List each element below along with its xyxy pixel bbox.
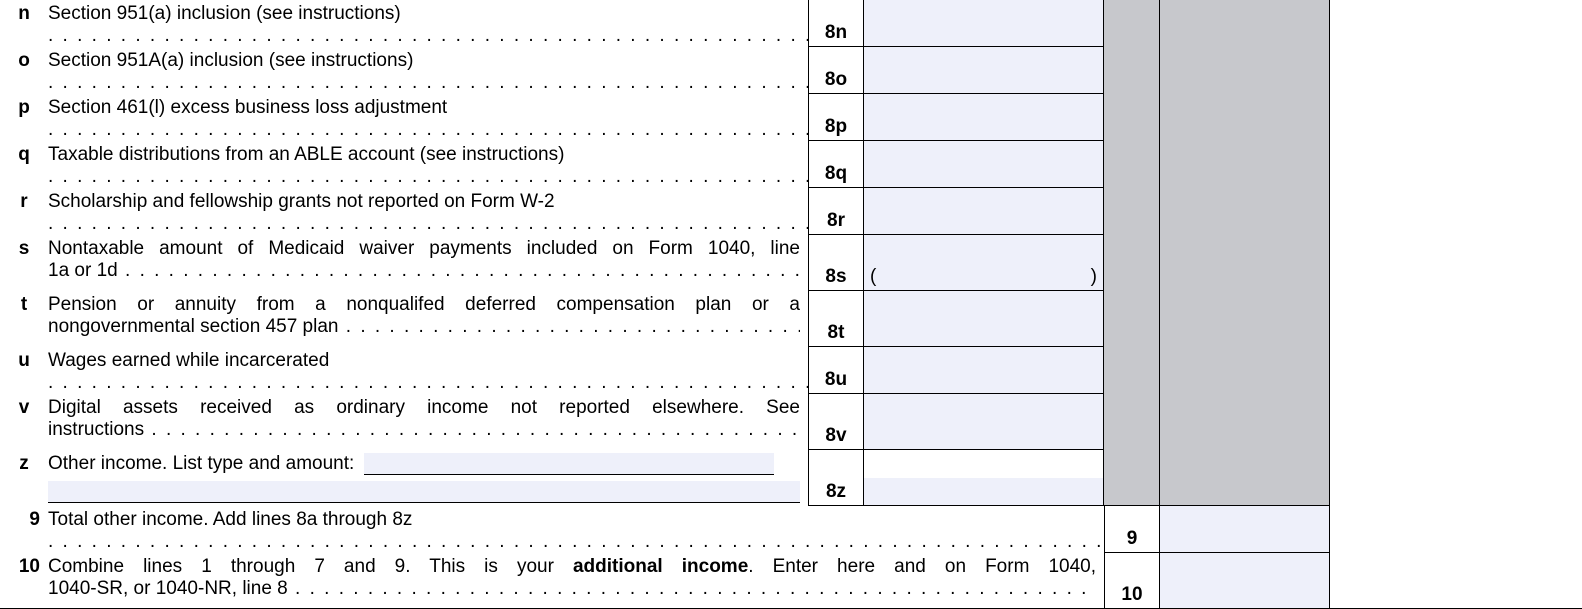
line-description: Taxable distributions from an ABLE accou… (48, 141, 808, 188)
outer-key-gray (1104, 394, 1160, 450)
line-8s: s Nontaxable amount of Medicaid waiver p… (0, 235, 1582, 291)
line-8r: r Scholarship and fellowship grants not … (0, 188, 1582, 235)
line-amount-10[interactable] (1160, 553, 1330, 608)
outer-amount-gray (1160, 141, 1330, 188)
line-8q: q Taxable distributions from an ABLE acc… (0, 141, 1582, 188)
outer-amount-gray (1160, 478, 1330, 506)
line-amount-8z[interactable] (864, 478, 1104, 506)
line-letter: p (0, 94, 48, 141)
line-amount-8t[interactable] (864, 291, 1104, 347)
line-8z-row1: z Other income. List type and amount: (0, 450, 1582, 478)
line-letter: r (0, 188, 48, 235)
outer-amount-gray (1160, 347, 1330, 394)
line-amount-8r[interactable] (864, 188, 1104, 235)
line-8t: t Pension or annuity from a nonqualifed … (0, 291, 1582, 347)
line-description: Section 461(l) excess business loss adju… (48, 94, 808, 141)
outer-key-gray (1104, 478, 1160, 506)
line-key: 8u (808, 347, 864, 394)
line-number: 9 (0, 506, 48, 553)
line-description: Wages earned while incarcerated (48, 347, 808, 394)
paren-left: ( (870, 266, 876, 288)
line-amount-8p[interactable] (864, 94, 1104, 141)
line-letter: v (0, 394, 48, 450)
line-key: 8n (808, 0, 864, 47)
line-key: 8p (808, 94, 864, 141)
line-description (48, 478, 808, 506)
line-key: 10 (1104, 553, 1160, 608)
line-description: Pension or annuity from a nonqualifed de… (48, 291, 808, 347)
outer-amount-gray (1160, 0, 1330, 47)
blank (0, 478, 48, 506)
line-amount-8q[interactable] (864, 141, 1104, 188)
line-letter: u (0, 347, 48, 394)
outer-key-gray (1104, 47, 1160, 94)
line-key: 8v (808, 394, 864, 450)
line-10: 10 Combine lines 1 through 7 and 9. This… (0, 553, 1582, 609)
paren-right: ) (1091, 266, 1097, 288)
line-9: 9 Total other income. Add lines 8a throu… (0, 506, 1582, 553)
other-income-input-2[interactable] (48, 481, 800, 503)
outer-key-gray (1104, 94, 1160, 141)
line-8o: o Section 951A(a) inclusion (see instruc… (0, 47, 1582, 94)
line-description: Combine lines 1 through 7 and 9. This is… (48, 553, 1104, 608)
line-letter: q (0, 141, 48, 188)
form-section: n Section 951(a) inclusion (see instruct… (0, 0, 1582, 609)
outer-amount-gray (1160, 291, 1330, 347)
line-key: 8r (808, 188, 864, 235)
line-key: 8z (808, 478, 864, 506)
line-description: Digital assets received as ordinary inco… (48, 394, 808, 450)
outer-key-gray (1104, 291, 1160, 347)
outer-amount-gray (1160, 235, 1330, 291)
line-key-blank (808, 450, 864, 478)
outer-amount-gray (1160, 47, 1330, 94)
outer-amount-gray (1160, 450, 1330, 478)
outer-key-gray (1104, 347, 1160, 394)
line-key: 8s (808, 235, 864, 291)
line-description: Scholarship and fellowship grants not re… (48, 188, 808, 235)
outer-key-gray (1104, 235, 1160, 291)
line-8n: n Section 951(a) inclusion (see instruct… (0, 0, 1582, 47)
outer-amount-gray (1160, 394, 1330, 450)
outer-key-gray (1104, 450, 1160, 478)
line-amount-8v[interactable] (864, 394, 1104, 450)
outer-amount-gray (1160, 94, 1330, 141)
line-letter: t (0, 291, 48, 347)
line-amount-9[interactable] (1160, 506, 1330, 553)
line-8v: v Digital assets received as ordinary in… (0, 394, 1582, 450)
line-8p: p Section 461(l) excess business loss ad… (0, 94, 1582, 141)
line-description: Section 951A(a) inclusion (see instructi… (48, 47, 808, 94)
line-amount-8u[interactable] (864, 347, 1104, 394)
other-income-input-1[interactable] (364, 453, 774, 475)
line-letter: o (0, 47, 48, 94)
outer-amount-gray (1160, 188, 1330, 235)
line-amount-8s[interactable]: ( ) (864, 235, 1104, 291)
line-description: Other income. List type and amount: (48, 450, 808, 478)
line-key: 8q (808, 141, 864, 188)
line-8u: u Wages earned while incarcerated 8u (0, 347, 1582, 394)
line-letter: s (0, 235, 48, 291)
line-letter: n (0, 0, 48, 47)
line-key: 9 (1104, 506, 1160, 553)
line-number: 10 (0, 553, 48, 608)
outer-key-gray (1104, 141, 1160, 188)
line-8z-row2: 8z (0, 478, 1582, 506)
line-description: Nontaxable amount of Medicaid waiver pay… (48, 235, 808, 291)
line-description: Section 951(a) inclusion (see instructio… (48, 0, 808, 47)
line-description: Total other income. Add lines 8a through… (48, 506, 1104, 553)
line-key: 8o (808, 47, 864, 94)
line-amount-blank (864, 450, 1104, 478)
line-letter: z (0, 450, 48, 478)
line-amount-8n[interactable] (864, 0, 1104, 47)
outer-key-gray (1104, 0, 1160, 47)
outer-key-gray (1104, 188, 1160, 235)
line-amount-8o[interactable] (864, 47, 1104, 94)
line-key: 8t (808, 291, 864, 347)
